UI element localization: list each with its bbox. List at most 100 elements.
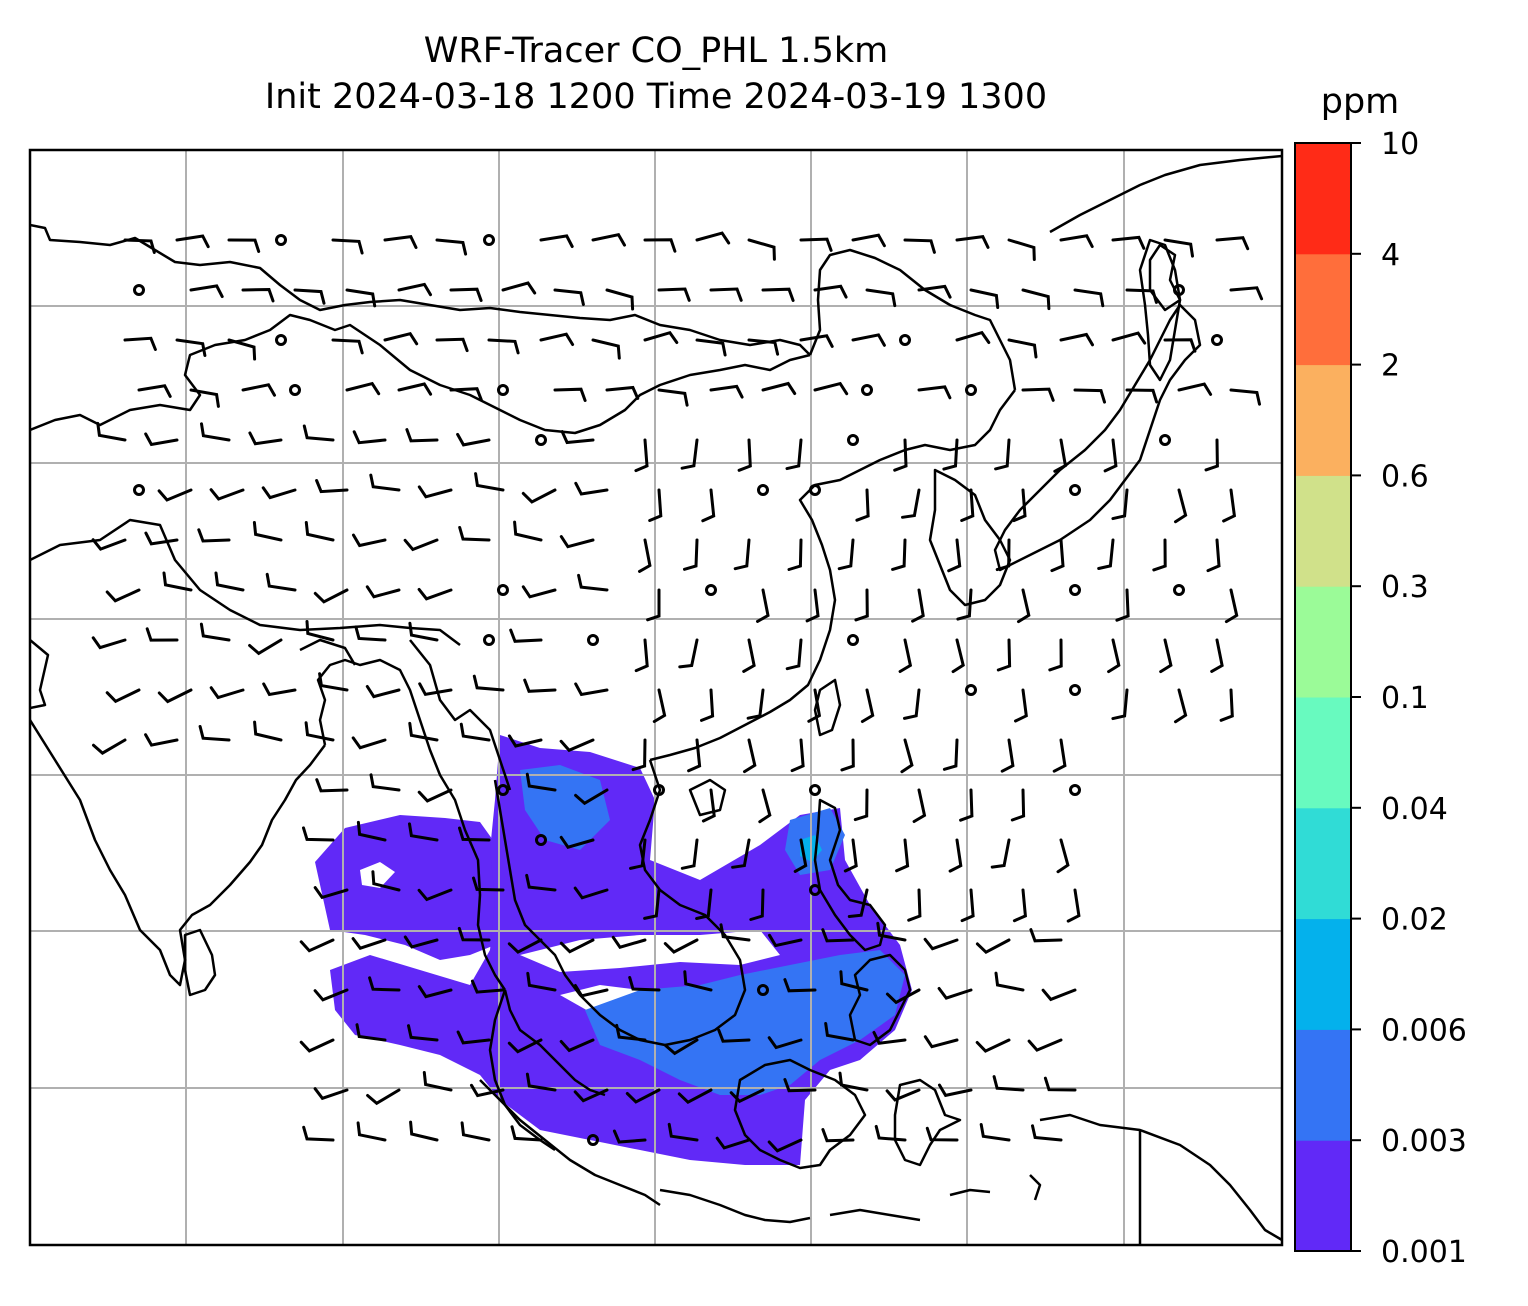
- colorbar-swatch: [1295, 1140, 1351, 1252]
- wind-barb: [1111, 488, 1129, 521]
- wind-barb: [474, 472, 505, 492]
- tracer-gap: [360, 862, 395, 888]
- wind-barb: [345, 381, 381, 396]
- wind-barb: [747, 338, 780, 356]
- wind-barb: [409, 1120, 439, 1142]
- wind-barb: [994, 971, 1025, 992]
- wind-barb: [1050, 538, 1065, 573]
- calm-wind-circle: [1069, 484, 1081, 496]
- colorbar-tick-label: 0.003: [1381, 1124, 1467, 1159]
- wind-barb: [1111, 688, 1129, 721]
- coastline-china-east: [649, 389, 1016, 762]
- calm-wind-circle: [483, 234, 495, 246]
- wind-barb: [175, 338, 207, 357]
- wind-barb: [1204, 438, 1219, 472]
- colorbar-swatch: [1295, 807, 1351, 920]
- wind-barb: [893, 438, 908, 472]
- wind-barb: [912, 788, 927, 823]
- wind-barb: [472, 674, 505, 692]
- coastline-taiwan: [813, 678, 842, 737]
- wind-barb: [955, 234, 990, 249]
- wind-barb: [646, 588, 661, 622]
- wind-barb: [1031, 1124, 1063, 1142]
- wind-barb: [1007, 338, 1038, 359]
- wind-barb: [683, 538, 699, 571]
- wind-barb: [403, 935, 439, 949]
- wind-barb: [227, 238, 261, 253]
- wind-barb: [144, 531, 179, 546]
- wind-barb: [821, 928, 855, 943]
- wind-barb: [853, 788, 869, 822]
- calm-wind-circle: [275, 234, 287, 246]
- calm-wind-circle: [1069, 584, 1081, 596]
- calm-wind-circle: [535, 434, 547, 446]
- wind-barb: [449, 387, 483, 402]
- wind-barb: [460, 1121, 491, 1142]
- wind-barb: [591, 338, 621, 360]
- wind-barb: [907, 888, 922, 922]
- wind-barb: [1021, 288, 1051, 311]
- wind-barb: [209, 488, 245, 501]
- calm-wind-circle: [1159, 434, 1171, 446]
- wind-barb: [383, 331, 419, 346]
- tracer-gap: [520, 930, 780, 972]
- calm-wind-circle: [289, 384, 301, 396]
- wind-barb: [144, 733, 179, 747]
- wind-barb: [227, 338, 257, 361]
- wind-barb: [733, 538, 751, 571]
- wind-barb: [305, 620, 335, 642]
- wind-barb: [449, 287, 483, 302]
- wind-barb: [456, 1030, 491, 1045]
- wind-barb: [917, 284, 952, 299]
- coastline-sumatra: [479, 1079, 661, 1207]
- wind-barb: [761, 287, 795, 302]
- wind-barb: [663, 938, 699, 954]
- wind-barb: [1021, 387, 1055, 402]
- wind-barb: [885, 1088, 921, 1102]
- wind-barb: [742, 638, 756, 673]
- wind-barb: [1052, 738, 1067, 773]
- gridlines: [30, 150, 1282, 1245]
- calm-wind-circle: [809, 884, 821, 896]
- wind-barb: [145, 627, 179, 642]
- wind-barb: [855, 488, 870, 522]
- wind-barb: [925, 1126, 959, 1142]
- calm-wind-circle: [653, 784, 665, 796]
- wind-barbs: [91, 231, 1264, 1153]
- wind-barb: [123, 238, 156, 254]
- wind-barb: [526, 971, 557, 992]
- wind-barb: [657, 287, 691, 302]
- wind-barb: [302, 1125, 335, 1142]
- calm-wind-circle: [847, 634, 859, 646]
- wind-barb: [422, 1071, 453, 1092]
- wind-barb: [521, 585, 557, 599]
- colorbar-tick-label: 0.001: [1381, 1235, 1467, 1270]
- wind-barb: [837, 538, 855, 571]
- wind-barb: [643, 888, 661, 920]
- wind-barb: [407, 1024, 439, 1042]
- wind-barb: [787, 538, 803, 571]
- wind-barb: [995, 538, 1011, 572]
- coastline-new-guinea: [1039, 1113, 1282, 1242]
- wind-barb: [1163, 338, 1197, 353]
- calm-wind-circle: [705, 584, 717, 596]
- border-myanmar: [409, 639, 512, 791]
- calm-wind-circle: [809, 784, 821, 796]
- wind-barb: [843, 838, 858, 873]
- wind-barb: [501, 281, 537, 295]
- calm-wind-circle: [133, 284, 145, 296]
- colorbar: 0.001 0.003 0.006 0.02 0.04 0.1 0.3 0.6 2 4 10: [1295, 127, 1467, 1270]
- wind-barb: [615, 1023, 647, 1042]
- wind-barb: [369, 773, 401, 792]
- wind-barb: [747, 238, 776, 261]
- wind-barb: [785, 638, 803, 671]
- wind-barb: [783, 1078, 817, 1093]
- tracer-plume-andaman: [315, 815, 505, 960]
- wind-barb: [248, 638, 283, 656]
- wind-barb: [938, 1083, 973, 1098]
- wind-barb: [573, 984, 609, 998]
- wind-barb: [1041, 988, 1077, 1002]
- wind-barb: [851, 233, 886, 248]
- wind-barb: [1059, 234, 1094, 248]
